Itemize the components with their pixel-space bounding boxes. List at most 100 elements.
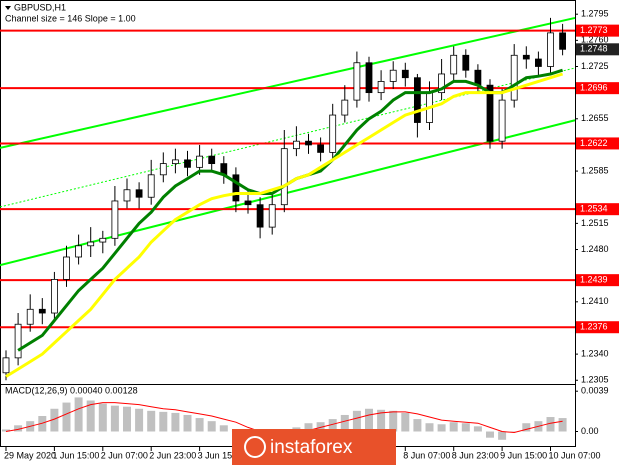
level-label: 1.2534	[580, 204, 608, 214]
candle-body	[244, 200, 252, 206]
candle-body	[159, 163, 167, 176]
macd-bar	[352, 410, 361, 432]
logo: instaforex	[232, 429, 396, 465]
macd-bar	[171, 412, 180, 432]
macd-bar	[473, 426, 482, 432]
y-tick-label: 1.2410	[581, 296, 609, 306]
candle-body	[87, 241, 95, 247]
candle-body	[377, 81, 385, 94]
level-tag	[576, 274, 619, 287]
y-tick-label: 1.2760	[581, 35, 609, 45]
macd-title: MACD(12,26,9) 0.00040 0.00128	[5, 385, 138, 395]
macd-bar	[98, 403, 107, 432]
current-price-tag	[576, 43, 619, 56]
x-tick-label: 2 Jun 07:00	[101, 450, 148, 460]
candle-body	[510, 54, 518, 101]
macd-bar	[437, 424, 446, 432]
candle-body	[171, 159, 179, 165]
macd-bar	[486, 431, 494, 438]
candle-body	[135, 189, 143, 198]
candle-body	[389, 69, 397, 82]
logo-text: instaforex	[270, 437, 353, 458]
candle-body	[280, 148, 288, 206]
candle-body	[208, 155, 216, 165]
macd-bar	[86, 400, 95, 432]
macd-bar	[365, 408, 373, 432]
macd-bar	[159, 411, 168, 432]
x-tick-label: 3 Jun 15:00	[198, 450, 245, 460]
y-tick-label: 1.2515	[581, 218, 609, 228]
candle-body	[14, 323, 22, 359]
x-tick-label: 2 Jun 23:00	[149, 450, 196, 460]
x-tick-label: 1 Jun 15:00	[52, 450, 99, 460]
candle-body	[99, 237, 107, 243]
macd-bar	[449, 422, 458, 432]
macd-bar	[62, 402, 71, 432]
candle-body	[256, 204, 264, 228]
macd-bar	[425, 423, 434, 432]
plot-layer: 1.2795 1.2760 1.2725 1.2655 1.2585 1.2515 1.24…	[0, 9, 619, 460]
level-label: 1.2696	[580, 83, 608, 93]
symbol-title: GBPUSD,H1	[14, 2, 66, 12]
macd-bar	[522, 423, 531, 432]
candle-body	[232, 174, 240, 202]
logo-box	[232, 429, 396, 465]
macd-bar	[74, 397, 83, 432]
candle-body	[38, 308, 46, 314]
macd-bar	[50, 408, 59, 432]
x-tick-label: 8 Jun 23:00	[452, 450, 499, 460]
level-tag	[576, 24, 619, 37]
y-tick-label: 1.2340	[581, 348, 609, 358]
level-label: 1.2773	[580, 25, 608, 35]
macd-bar	[135, 408, 144, 432]
y-tick-label: 0.0039	[581, 386, 609, 396]
current-price-label: 1.2748	[580, 44, 608, 54]
candle-body	[317, 144, 325, 153]
level-tag	[576, 137, 619, 150]
level-tag	[576, 203, 619, 216]
candle-body	[268, 204, 276, 228]
candle-body	[438, 73, 446, 94]
x-tick-label: 9 Jun 15:00	[500, 450, 547, 460]
channel-upper	[0, 16, 576, 149]
y-tick-label: 1.2795	[581, 9, 609, 19]
macd-bar	[498, 431, 507, 440]
candle-body	[2, 357, 10, 374]
candle-body	[401, 69, 409, 79]
macd-bar	[413, 419, 422, 432]
logo-emblem	[244, 436, 266, 458]
moving-average	[5, 72, 564, 378]
candle-body	[123, 189, 131, 202]
macd-bar	[147, 410, 156, 432]
channel-info: Channel size = 146 Slope = 1.00	[5, 13, 136, 23]
macd-bar	[14, 425, 23, 432]
level-tag	[576, 321, 619, 334]
candle-body	[147, 174, 155, 198]
level-tag	[576, 82, 619, 95]
y-tick-label: 1.2655	[581, 113, 609, 123]
level-label: 1.2376	[580, 322, 608, 332]
candle-body	[184, 159, 191, 168]
macd-bar	[461, 423, 470, 432]
level-label: 1.2439	[580, 275, 608, 285]
candle-body	[535, 58, 542, 67]
candle-body	[329, 114, 337, 153]
macd-bar	[207, 421, 216, 432]
macd-bar	[401, 412, 410, 432]
candle-body	[196, 155, 204, 168]
level-label: 1.2622	[580, 138, 608, 148]
y-tick-label: 1.2585	[581, 165, 609, 175]
candle-body	[365, 62, 373, 94]
macd-bar	[546, 417, 555, 432]
macd-bar	[340, 414, 349, 432]
y-tick-label: 1.2305	[581, 375, 609, 385]
candle-body	[341, 99, 349, 116]
candle-body	[305, 140, 312, 146]
candle-body	[353, 62, 361, 101]
candle-body	[462, 54, 470, 71]
candle-body	[474, 69, 482, 86]
candle-body	[51, 279, 58, 314]
candle-body	[413, 77, 421, 123]
macd-bar	[123, 406, 131, 432]
macd-bar	[110, 405, 119, 432]
